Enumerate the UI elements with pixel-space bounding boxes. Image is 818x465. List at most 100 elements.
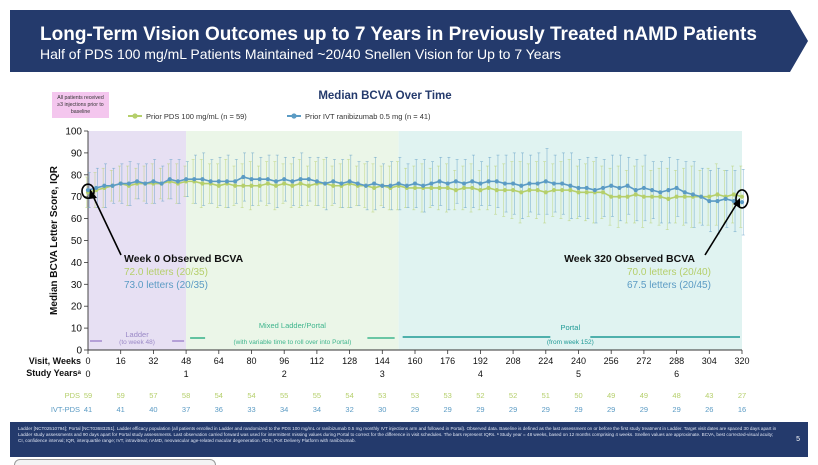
y-tick-label: 40 <box>71 258 83 269</box>
series-point-0 <box>584 190 589 195</box>
series-point-1 <box>470 179 475 184</box>
n-table-cell: 33 <box>247 405 255 414</box>
study-year-value: 0 <box>85 369 90 379</box>
n-table-cell: 54 <box>345 391 353 400</box>
series-point-0 <box>331 183 336 188</box>
y-tick-label: 90 <box>71 148 83 159</box>
series-point-1 <box>412 181 418 186</box>
n-table-cell: 54 <box>247 391 255 400</box>
series-point-1 <box>257 177 262 182</box>
series-point-0 <box>633 192 638 197</box>
series-point-1 <box>233 179 238 184</box>
n-table-cell: 53 <box>444 391 452 400</box>
series-point-1 <box>519 183 524 188</box>
series-point-1 <box>404 183 409 188</box>
n-table-cell: 29 <box>672 405 680 414</box>
series-point-1 <box>715 198 720 204</box>
x-tick-label: 160 <box>407 356 422 366</box>
n-table-row-label: IVT-PDS <box>51 405 80 414</box>
n-table-cell: 29 <box>444 405 452 414</box>
series-point-1 <box>372 181 377 186</box>
phase-band-1 <box>186 131 399 350</box>
study-year-value: 2 <box>282 369 287 379</box>
n-table-cell: 49 <box>607 391 615 400</box>
series-point-0 <box>306 183 311 188</box>
n-table-cell: 53 <box>378 391 386 400</box>
n-table-cell: 29 <box>509 405 517 414</box>
x-tick-label: 96 <box>279 356 289 366</box>
n-table-cell: 30 <box>378 405 386 414</box>
n-table-cell: 40 <box>149 405 157 414</box>
series-point-0 <box>502 188 508 193</box>
x-tick-label: 0 <box>85 356 90 366</box>
y-tick-label: 0 <box>76 346 82 357</box>
n-table-cell: 36 <box>215 405 223 414</box>
series-point-1 <box>216 179 221 184</box>
week320-title: Week 320 Observed BCVA <box>564 253 695 265</box>
series-point-1 <box>494 179 499 184</box>
series-point-0 <box>617 194 622 199</box>
series-point-1 <box>682 190 687 195</box>
n-table-cell: 54 <box>215 391 223 400</box>
series-point-1 <box>331 179 336 184</box>
y-tick-label: 50 <box>71 236 83 247</box>
series-point-0 <box>372 185 377 191</box>
window-tab <box>14 459 216 465</box>
n-table-cell: 37 <box>182 405 190 414</box>
chart-title: Median BCVA Over Time <box>318 90 451 102</box>
n-table-cell: 50 <box>574 391 582 400</box>
series-point-1 <box>175 179 181 184</box>
series-point-0 <box>715 192 720 197</box>
series-point-1 <box>347 179 352 184</box>
series-point-0 <box>682 194 687 199</box>
series-point-1 <box>731 198 736 204</box>
x-tick-label: 16 <box>116 356 126 366</box>
series-point-1 <box>85 188 91 193</box>
n-table-cell: 55 <box>280 391 288 400</box>
legend-label-0: Prior PDS 100 mg/mL (n = 59) <box>146 112 247 121</box>
series-point-0 <box>453 188 458 193</box>
series-point-0 <box>649 194 655 199</box>
x-tick-label: 32 <box>148 356 158 366</box>
y-tick-label: 80 <box>71 170 83 181</box>
n-table-cell: 29 <box>607 405 615 414</box>
series-point-1 <box>249 177 254 182</box>
series-point-0 <box>739 194 745 199</box>
series-point-1 <box>576 185 581 191</box>
series-point-0 <box>282 181 287 186</box>
x-tick-label: 272 <box>636 356 651 366</box>
series-point-1 <box>723 196 728 201</box>
week320-highlight <box>735 189 749 209</box>
series-point-1 <box>641 185 647 191</box>
legend-marker-0 <box>132 113 138 119</box>
x-tick-label: 128 <box>342 356 357 366</box>
series-point-1 <box>437 179 442 184</box>
series-point-0 <box>674 194 679 199</box>
y-tick-label: 10 <box>71 324 83 335</box>
phase-label-2: Portal <box>561 323 581 332</box>
series-point-1 <box>200 177 205 182</box>
series-point-1 <box>551 181 557 186</box>
series-point-0 <box>641 194 647 199</box>
phase-label-1: Mixed Ladder/Portal <box>259 321 326 330</box>
n-table-cell: 41 <box>117 405 125 414</box>
y-tick-label: 20 <box>71 302 83 313</box>
series-point-1 <box>674 185 679 191</box>
series-point-1 <box>658 190 663 195</box>
series-point-0 <box>216 183 221 188</box>
n-table-cell: 59 <box>117 391 125 400</box>
series-point-0 <box>445 185 450 191</box>
series-point-1 <box>134 179 140 184</box>
series-point-1 <box>380 183 385 188</box>
series-point-1 <box>445 181 450 186</box>
series-point-1 <box>510 181 516 186</box>
n-table-cell: 49 <box>640 391 648 400</box>
series-point-1 <box>543 179 548 184</box>
series-point-0 <box>576 190 581 195</box>
series-point-0 <box>666 196 671 201</box>
study-year-value: 3 <box>380 369 385 379</box>
week0-ivt-value: 73.0 letters (20/35) <box>124 280 208 291</box>
series-point-1 <box>314 179 319 184</box>
series-point-0 <box>437 185 442 191</box>
series-point-1 <box>388 183 393 188</box>
